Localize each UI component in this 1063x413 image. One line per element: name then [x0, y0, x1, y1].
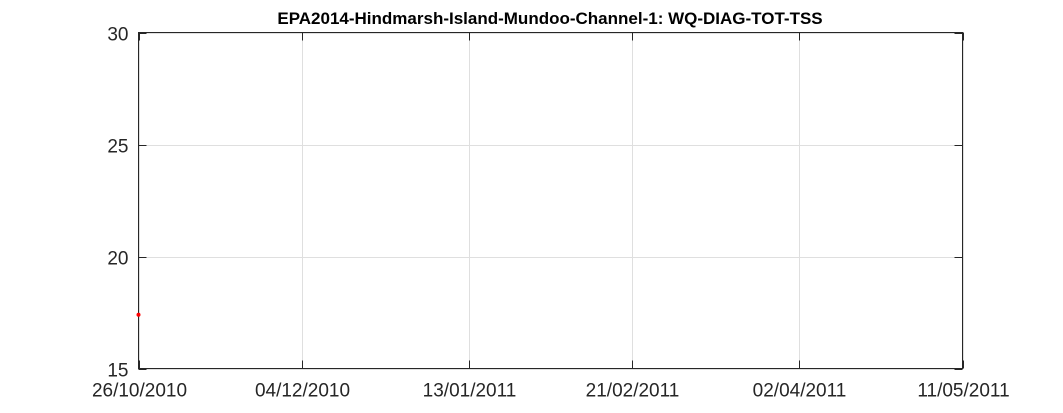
x-tick-label: 02/04/2011: [753, 381, 847, 402]
y-tick-label: 15: [107, 361, 128, 382]
plot-area-frame: [138, 32, 963, 369]
x-tick-label: 26/10/2010: [92, 381, 187, 402]
x-tick-label: 04/12/2010: [255, 381, 350, 402]
y-tick-label: 30: [107, 25, 128, 46]
grid-layer: [138, 32, 964, 370]
x-tick-label: 13/01/2011: [423, 381, 517, 402]
data-layer: [136, 312, 141, 317]
tick-layer: [138, 32, 964, 370]
y-tick-label: 20: [107, 249, 128, 270]
tick-label-layer: 26/10/2010 04/12/2010 13/01/2011 21/02/2011…: [92, 25, 1010, 402]
data-point: [136, 312, 141, 317]
chart-title: EPA2014-Hindmarsh-Island-Mundoo-Channel-…: [277, 9, 822, 28]
x-tick-label: 11/05/2011: [917, 381, 1009, 402]
x-tick-label: 21/02/2011: [586, 381, 680, 402]
y-tick-label: 25: [107, 137, 128, 158]
